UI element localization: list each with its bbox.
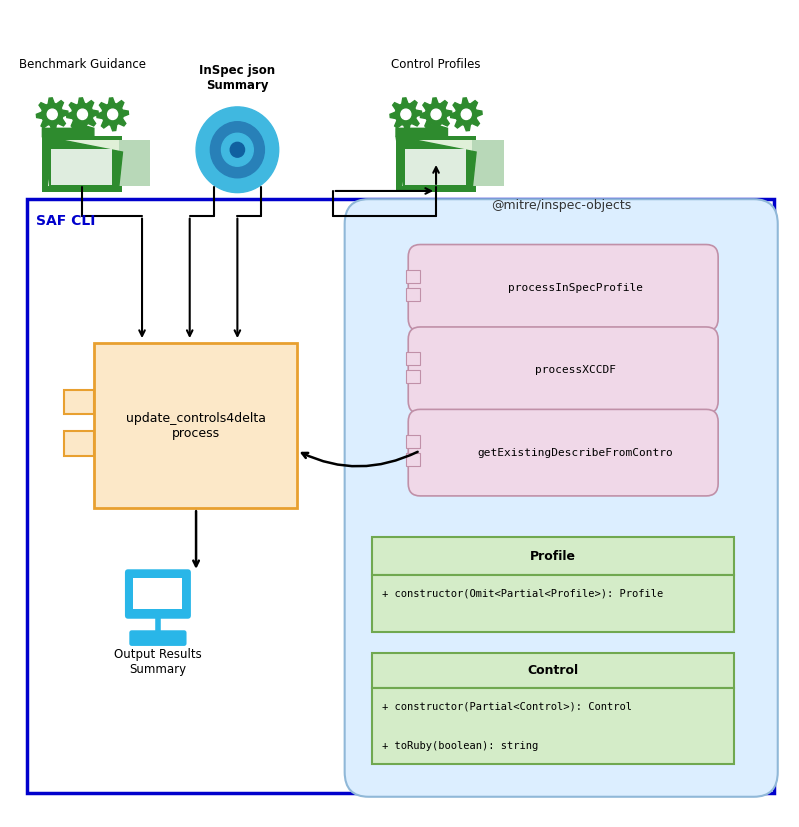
Circle shape (47, 109, 58, 119)
FancyBboxPatch shape (402, 141, 472, 186)
Text: Output Results
Summary: Output Results Summary (114, 648, 202, 676)
Polygon shape (36, 98, 68, 131)
Text: + toRuby(boolean): string: + toRuby(boolean): string (382, 741, 539, 751)
FancyBboxPatch shape (42, 136, 122, 192)
Bar (27, 199, 773, 792)
Bar (94, 343, 297, 509)
Polygon shape (42, 136, 122, 188)
Bar (133, 578, 182, 609)
Text: + constructor(Partial<Control>): Control: + constructor(Partial<Control>): Control (382, 701, 632, 711)
Circle shape (221, 133, 253, 166)
Polygon shape (66, 98, 98, 131)
Bar (64, 390, 94, 414)
FancyBboxPatch shape (408, 327, 718, 414)
Circle shape (230, 142, 244, 157)
Bar (406, 288, 420, 301)
Text: Profile: Profile (531, 550, 576, 562)
FancyBboxPatch shape (80, 141, 150, 186)
Text: Benchmark Guidance: Benchmark Guidance (19, 59, 146, 71)
FancyBboxPatch shape (434, 141, 504, 186)
Circle shape (431, 109, 441, 119)
Polygon shape (451, 98, 482, 131)
Text: processXCCDF: processXCCDF (535, 366, 615, 375)
Text: update_controls4delta
process: update_controls4delta process (125, 412, 266, 440)
Polygon shape (390, 98, 422, 131)
FancyBboxPatch shape (408, 245, 718, 331)
FancyBboxPatch shape (48, 141, 119, 186)
Circle shape (196, 107, 279, 193)
Polygon shape (396, 124, 447, 136)
Text: Control: Control (527, 664, 578, 676)
Polygon shape (42, 124, 93, 136)
Polygon shape (396, 136, 476, 188)
Bar (372, 653, 734, 688)
Polygon shape (420, 98, 452, 131)
Text: getExistingDescribeFromContro: getExistingDescribeFromContro (477, 447, 673, 457)
FancyBboxPatch shape (405, 150, 466, 185)
Circle shape (401, 109, 411, 119)
Polygon shape (97, 98, 129, 131)
Bar (372, 688, 734, 764)
FancyBboxPatch shape (396, 136, 476, 192)
FancyBboxPatch shape (51, 150, 112, 185)
Text: InSpec json
Summary: InSpec json Summary (199, 64, 276, 92)
Bar (406, 352, 420, 366)
FancyBboxPatch shape (129, 630, 186, 646)
FancyBboxPatch shape (125, 569, 191, 619)
Text: SAF CLI: SAF CLI (36, 214, 96, 228)
Bar (406, 434, 420, 447)
Text: Control Profiles: Control Profiles (392, 59, 481, 71)
Bar (64, 431, 94, 456)
Bar (406, 270, 420, 283)
Bar (406, 452, 420, 466)
Bar (372, 537, 734, 575)
Circle shape (108, 109, 117, 119)
Text: @mitre/inspec-objects: @mitre/inspec-objects (491, 198, 631, 212)
FancyBboxPatch shape (408, 409, 718, 496)
Bar (406, 370, 420, 384)
Text: processInSpecProfile: processInSpecProfile (507, 283, 642, 293)
Circle shape (210, 122, 264, 178)
Circle shape (461, 109, 471, 119)
Bar (372, 575, 734, 632)
FancyBboxPatch shape (344, 199, 777, 796)
Text: + constructor(Omit<Partial<Profile>): Profile: + constructor(Omit<Partial<Profile>): Pr… (382, 588, 663, 598)
Circle shape (78, 109, 87, 119)
